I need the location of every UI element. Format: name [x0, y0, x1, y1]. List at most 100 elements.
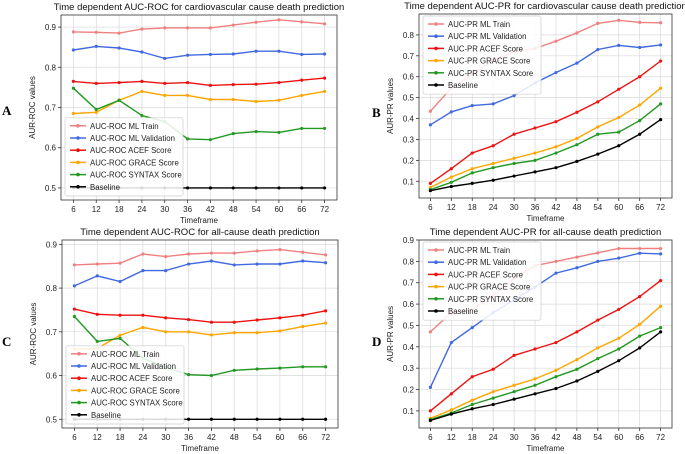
data-point — [449, 167, 453, 171]
data-point — [209, 373, 214, 378]
chart-panel-a: A 6 12 18 24 30 36 42 48 54 60 66 72 0.5 0.6 0.7 0.8 0.9 T… — [2, 2, 344, 225]
data-point — [659, 330, 663, 334]
data-point — [323, 365, 328, 369]
data-point — [659, 21, 663, 25]
x-tick-label: 12 — [92, 205, 101, 214]
data-point — [575, 330, 579, 334]
data-point — [449, 184, 453, 189]
data-point — [323, 253, 328, 257]
series-line — [74, 248, 326, 266]
legend-swatch-marker — [76, 160, 80, 165]
data-point — [140, 79, 144, 83]
data-point — [575, 367, 579, 371]
data-point — [255, 331, 259, 335]
data-point — [617, 144, 621, 148]
legend-entry: AUC-PR GRACE Score — [448, 57, 530, 66]
data-point — [300, 52, 304, 57]
data-point — [659, 59, 663, 63]
y-tick-label: 0.9 — [403, 236, 415, 245]
data-point — [491, 390, 495, 394]
y-tick-label: 0.1 — [403, 407, 415, 416]
y-tick-label: 0.4 — [403, 115, 415, 124]
data-point — [163, 56, 167, 61]
data-point — [575, 379, 579, 383]
data-point — [209, 417, 214, 421]
data-point — [638, 334, 642, 338]
series-acef — [72, 307, 328, 324]
data-point — [322, 76, 327, 80]
data-point — [554, 151, 558, 155]
data-point — [71, 111, 76, 116]
legend: AUC-ROC ML Train AUC-ROC ML Validation AUC… — [65, 345, 185, 425]
data-point — [322, 52, 327, 56]
data-point — [117, 31, 121, 35]
x-tick-label: 6 — [71, 205, 76, 214]
data-point — [185, 186, 190, 190]
data-point — [141, 269, 145, 273]
legend-swatch-marker — [434, 260, 438, 265]
legend-box — [65, 345, 185, 425]
data-point — [512, 161, 516, 166]
data-point — [512, 174, 516, 178]
legend-entry: AUC-ROC ACEF Score — [91, 374, 172, 383]
data-point — [277, 130, 281, 135]
data-point — [554, 166, 558, 170]
series-acef — [428, 278, 663, 413]
y-tick-label: 0.5 — [403, 94, 415, 103]
data-point — [470, 375, 474, 379]
legend-swatch-marker — [76, 172, 80, 177]
data-point — [470, 181, 474, 185]
legend: AUC-PR ML Train AUC-PR ML Validation AUC-P… — [422, 15, 542, 95]
chart-panel-b: B 6 12 18 24 30 36 42 48 54 60 66 72 0.1 0.2 0.3 0.4 0.5 0… — [372, 1, 685, 223]
x-tick-label: 6 — [428, 433, 433, 442]
data-point — [278, 329, 282, 333]
x-tick-label: 6 — [428, 203, 433, 212]
legend-entry: AUC-ROC ML Validation — [91, 362, 176, 371]
data-point — [617, 336, 621, 340]
series-line — [430, 326, 661, 421]
data-point — [596, 21, 600, 26]
x-tick-label: 72 — [656, 203, 665, 212]
data-point — [118, 313, 122, 317]
data-point — [185, 53, 190, 57]
x-tick-label: 36 — [531, 433, 540, 442]
data-point — [254, 20, 258, 24]
y-tick-label: 0.7 — [45, 104, 57, 113]
data-point — [638, 246, 642, 251]
data-point — [554, 70, 558, 75]
data-point — [659, 246, 663, 251]
y-tick-label: 0.1 — [403, 177, 415, 186]
data-point — [71, 79, 76, 83]
data-point — [94, 107, 98, 112]
data-point — [277, 98, 281, 102]
data-point — [491, 396, 495, 400]
legend-swatch-marker — [434, 272, 438, 277]
data-point — [301, 417, 305, 421]
series-grace — [428, 86, 663, 190]
data-point — [140, 113, 144, 118]
x-tick-label: 60 — [614, 433, 623, 442]
data-point — [596, 259, 600, 263]
data-point — [617, 18, 621, 22]
legend-swatch-marker — [77, 376, 81, 381]
data-point — [185, 26, 190, 30]
data-point — [163, 26, 167, 30]
legend-entry: AUC-PR GRACE Score — [448, 283, 530, 292]
data-point — [232, 417, 236, 421]
data-point — [231, 186, 235, 190]
y-tick-label: 0.6 — [403, 73, 415, 82]
data-point — [512, 390, 516, 394]
data-point — [554, 375, 558, 379]
legend-swatch-marker — [77, 364, 81, 368]
legend-box — [422, 15, 542, 95]
data-point — [470, 103, 474, 108]
data-point — [659, 278, 663, 283]
data-point — [428, 181, 432, 185]
data-point — [617, 347, 621, 351]
y-tick-label: 0.7 — [403, 279, 415, 288]
x-tick-label: 48 — [230, 433, 239, 442]
data-point — [659, 102, 663, 106]
data-point — [596, 152, 600, 156]
data-point — [428, 123, 432, 127]
data-point — [118, 333, 122, 337]
